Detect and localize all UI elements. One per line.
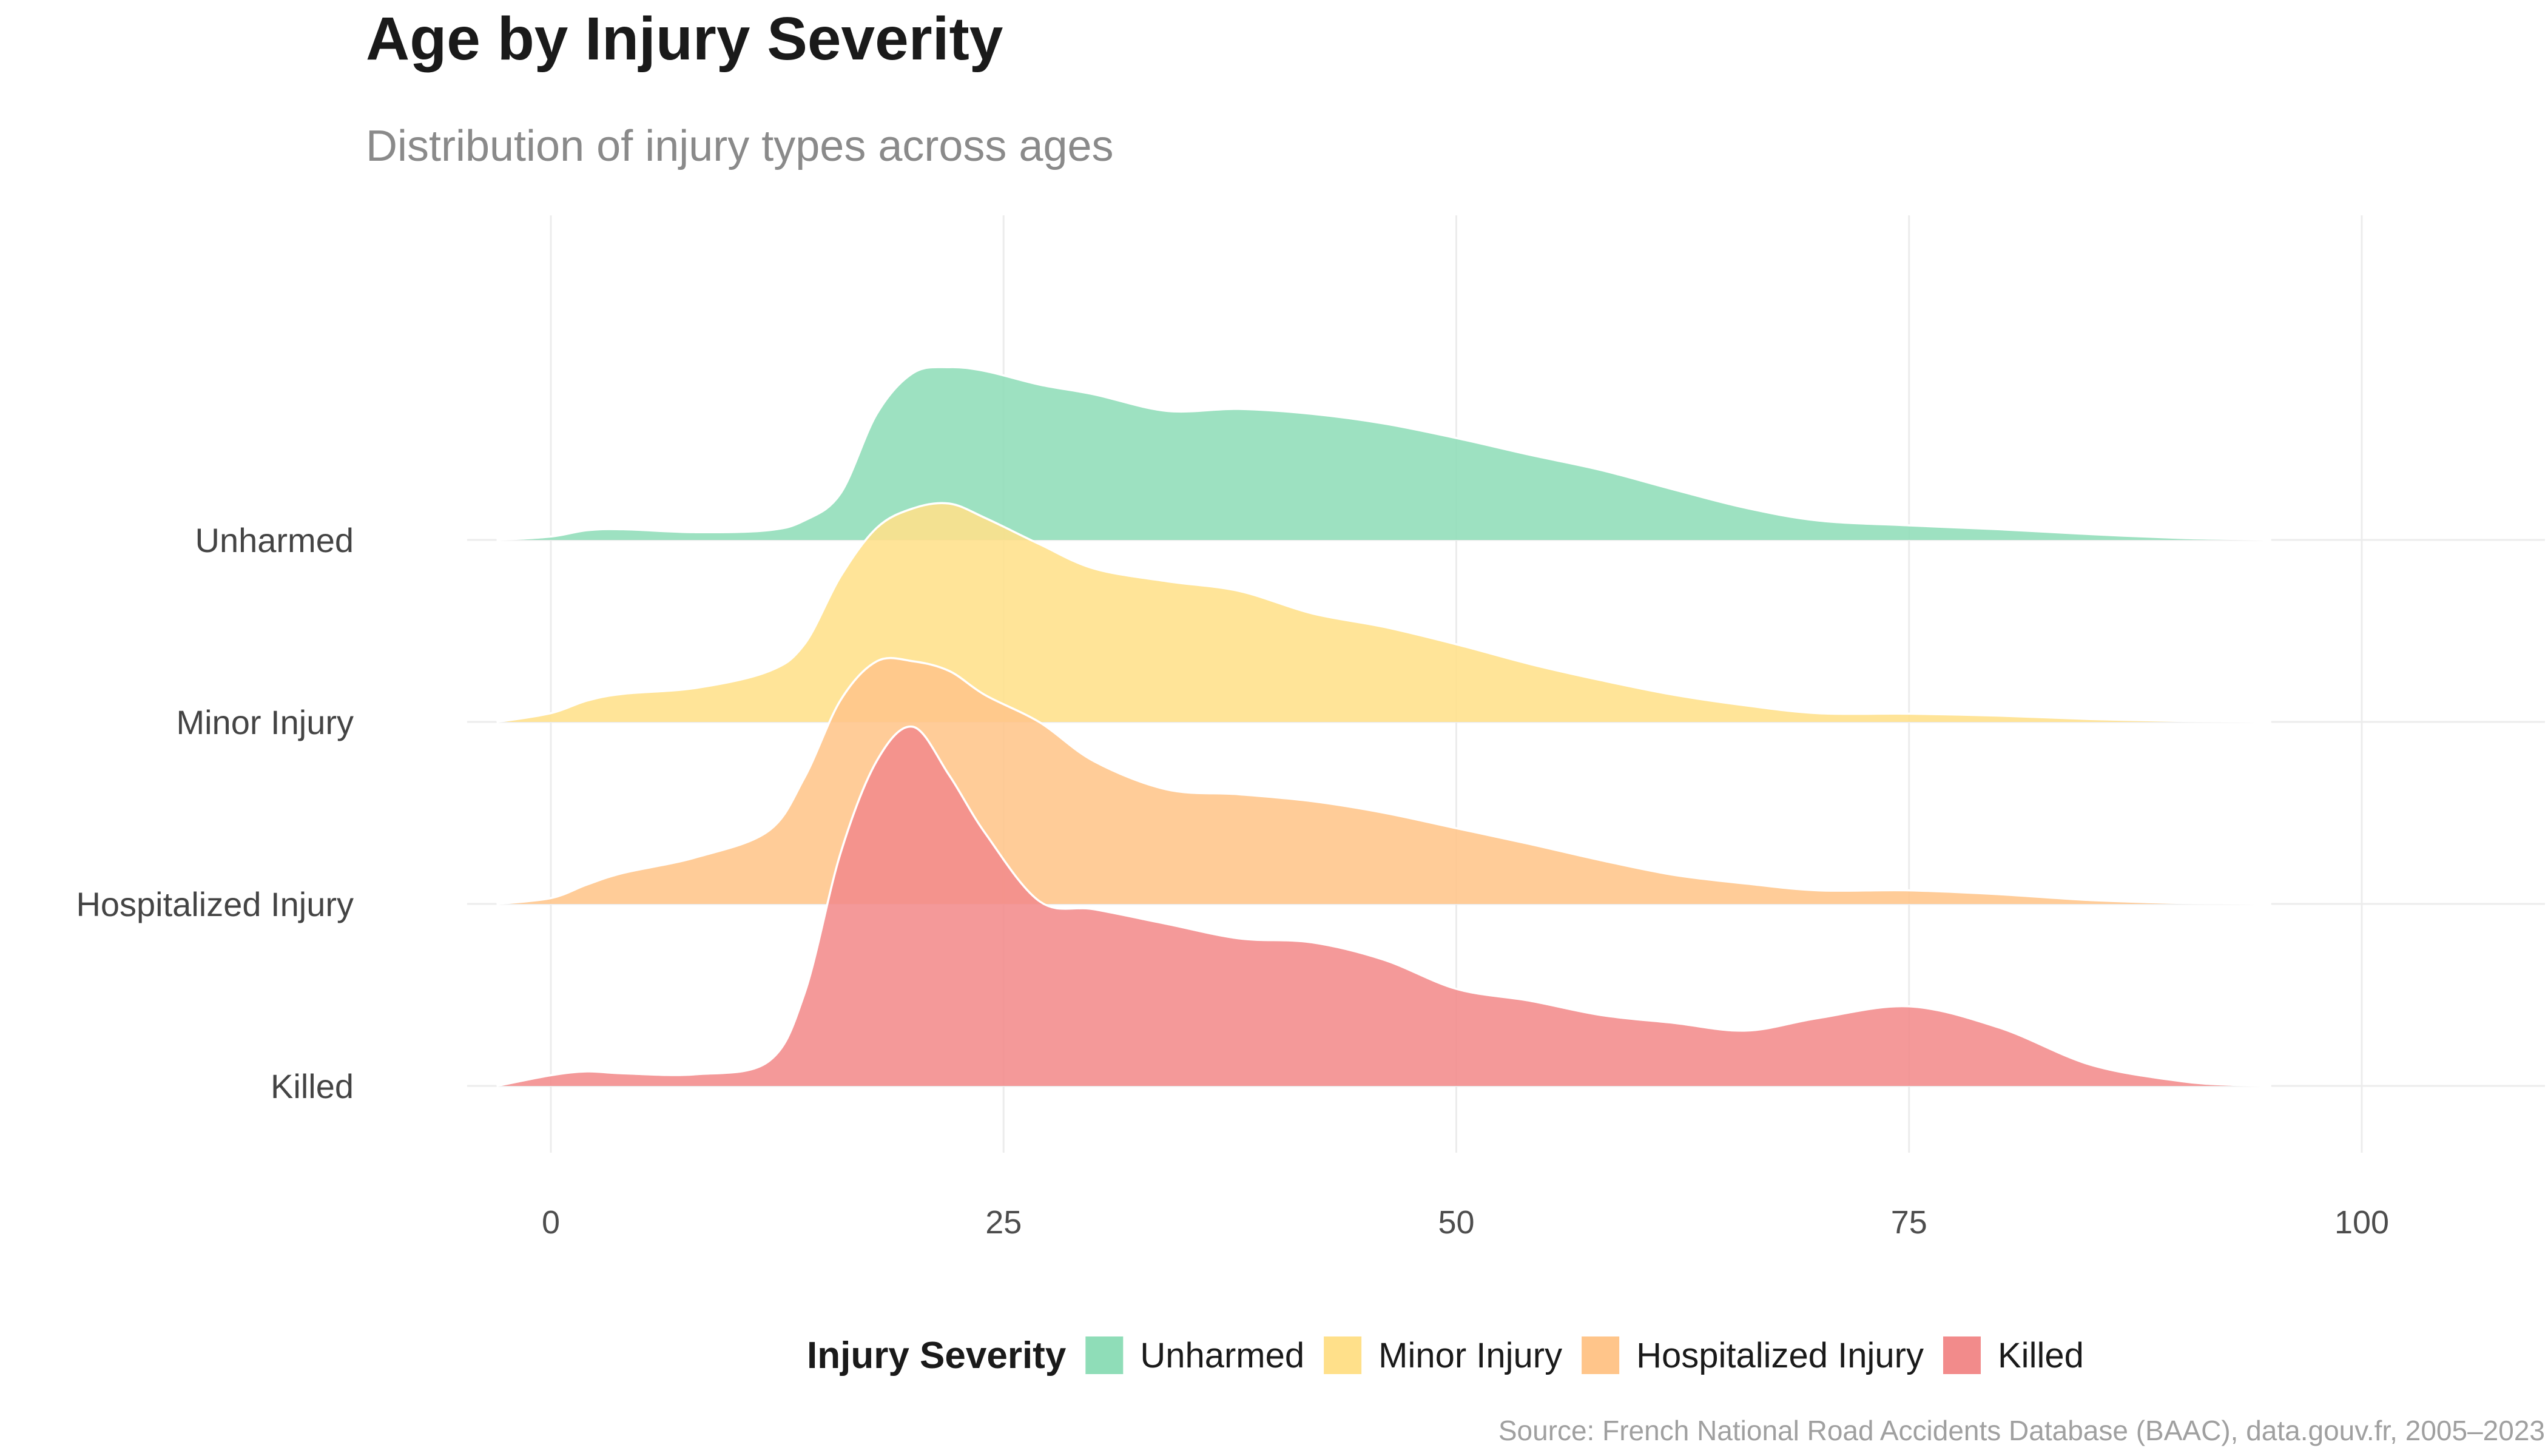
legend-swatch-minor-injury <box>1324 1336 1362 1374</box>
ridges <box>496 366 2271 1087</box>
ridge-outline-killed <box>496 725 2271 1087</box>
ridge-outline-hospitalized-injury <box>496 656 2271 905</box>
ridge-outline-minor-injury <box>496 502 2271 723</box>
legend-label-hospitalized-injury: Hospitalized Injury <box>1636 1336 1924 1375</box>
chart-subtitle: Distribution of injury types across ages <box>366 122 1114 170</box>
y-tick-label: Unharmed <box>195 521 354 559</box>
x-tick-label: 75 <box>1891 1204 1927 1241</box>
x-tick-label: 50 <box>1438 1204 1474 1241</box>
legend-swatch-killed <box>1943 1336 1981 1374</box>
ridge-area-killed <box>496 726 2271 1086</box>
x-tick-label: 25 <box>985 1204 1022 1241</box>
legend-swatch-unharmed <box>1085 1336 1124 1374</box>
y-tick-label: Hospitalized Injury <box>76 885 354 923</box>
x-tick-label: 0 <box>542 1204 560 1241</box>
legend-label-unharmed: Unharmed <box>1140 1336 1304 1375</box>
y-tick-label: Minor Injury <box>176 703 354 741</box>
y-axis-labels: Unharmed Minor Injury Hospitalized Injury K… <box>76 521 354 1105</box>
legend: Injury Severity Unharmed Minor Injury Hosp… <box>807 1335 2084 1377</box>
legend-swatch-hospitalized-injury <box>1582 1336 1620 1374</box>
ridge-outline-unharmed <box>496 366 2271 541</box>
chart-caption: Source: French National Road Accidents D… <box>1498 1415 2545 1446</box>
legend-label-minor-injury: Minor Injury <box>1378 1336 1562 1375</box>
x-tick-label: 100 <box>2334 1204 2389 1241</box>
chart-title: Age by Injury Severity <box>366 5 1003 73</box>
legend-title: Injury Severity <box>807 1335 1067 1377</box>
legend-label-killed: Killed <box>1998 1336 2084 1375</box>
ridge-area-unharmed <box>496 367 2271 540</box>
x-axis-ticks: 0 25 50 75 100 <box>542 1204 2389 1241</box>
y-tick-label: Killed <box>271 1067 354 1105</box>
